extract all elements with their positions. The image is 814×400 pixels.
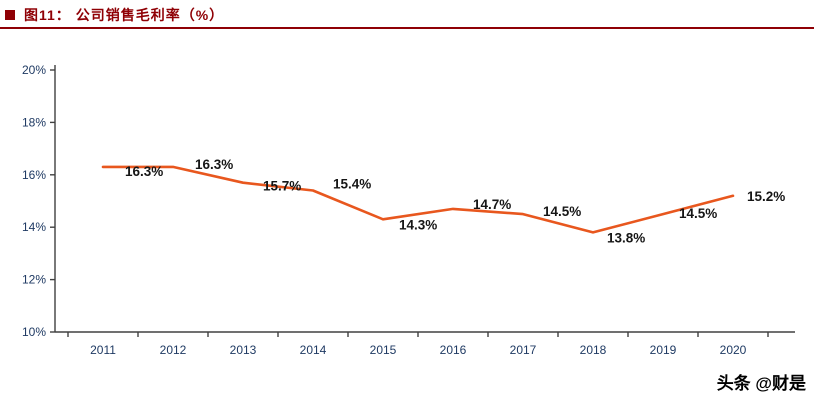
y-tick-label: 18% <box>22 115 46 129</box>
x-tick-label: 2014 <box>300 343 327 357</box>
x-tick-label: 2019 <box>650 343 677 357</box>
y-tick-label: 14% <box>22 220 46 234</box>
data-series-line <box>101 165 735 234</box>
y-tick-label: 16% <box>22 168 46 182</box>
x-tick-label: 2017 <box>510 343 537 357</box>
x-tick-label: 2011 <box>90 343 116 357</box>
figure-title: 图11： 公司销售毛利率（%） <box>24 7 225 23</box>
data-point-label: 14.5% <box>679 206 717 221</box>
data-point-label: 13.8% <box>607 230 645 245</box>
figure-header: 图11： 公司销售毛利率（%） <box>5 6 224 24</box>
y-tick-label: 10% <box>22 325 46 339</box>
watermark: 头条 @财是 <box>716 374 806 393</box>
title-bullet-icon <box>5 10 15 20</box>
x-tick-label: 2015 <box>370 343 397 357</box>
data-point-label: 15.4% <box>333 177 371 192</box>
data-point-label: 16.3% <box>125 164 163 179</box>
title-divider <box>0 27 814 29</box>
data-point-label: 15.2% <box>747 189 785 204</box>
x-tick-label: 2018 <box>580 343 607 357</box>
x-tick-label: 2020 <box>720 343 747 357</box>
data-point-label: 14.5% <box>543 204 581 219</box>
x-tick-label: 2016 <box>440 343 467 357</box>
data-point-label: 14.7% <box>473 197 511 212</box>
x-tick-label: 2013 <box>230 343 257 357</box>
x-tick-label: 2012 <box>160 343 187 357</box>
y-tick-label: 20% <box>22 63 46 77</box>
data-point-label: 15.7% <box>263 179 301 194</box>
data-point-label: 14.3% <box>399 217 437 232</box>
data-point-label: 16.3% <box>195 157 233 172</box>
y-tick-label: 12% <box>22 273 46 287</box>
